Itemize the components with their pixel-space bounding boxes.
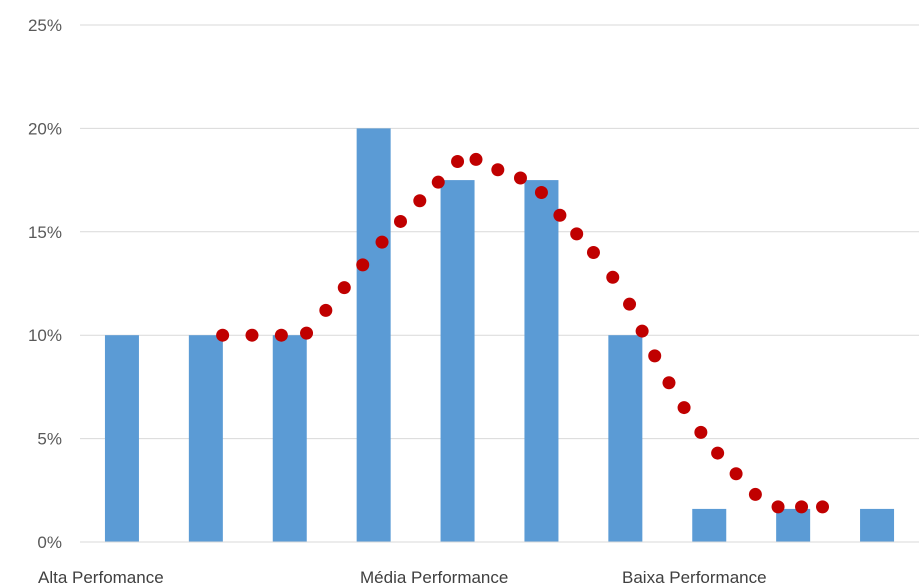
y-tick-label: 5%: [37, 430, 62, 449]
trend-dot: [469, 152, 483, 166]
trend-dot: [300, 326, 314, 340]
trend-dot: [586, 245, 600, 259]
bar: [440, 180, 475, 542]
trend-dot: [711, 446, 725, 460]
x-category-label: Alta Perfomance: [38, 568, 164, 587]
trend-dot: [771, 500, 785, 514]
bar: [188, 335, 223, 542]
trend-dot: [413, 194, 427, 208]
trend-dot: [553, 208, 567, 222]
y-tick-label: 0%: [37, 533, 62, 552]
trend-dot: [677, 401, 691, 415]
bar: [776, 508, 811, 542]
y-tick-label: 25%: [28, 16, 62, 35]
trend-dot: [451, 154, 465, 168]
trend-dot: [513, 171, 527, 185]
trend-dot: [274, 328, 288, 342]
y-axis-ticks: 0% 5% 10% 15% 20% 25%: [28, 16, 62, 552]
trend-dot: [623, 297, 637, 311]
trend-dot: [245, 328, 259, 342]
trend-dot: [748, 487, 762, 501]
trend-dot: [694, 425, 708, 439]
y-tick-label: 10%: [28, 326, 62, 345]
bar: [356, 128, 391, 542]
bar: [608, 335, 643, 542]
trend-dot: [393, 214, 407, 228]
bar: [272, 335, 307, 542]
x-category-label: Baixa Performance: [622, 568, 767, 587]
trend-dot: [662, 376, 676, 390]
trend-dot: [606, 270, 620, 284]
trend-dot: [356, 258, 370, 272]
trend-dot: [795, 500, 809, 514]
trend-dot: [431, 175, 445, 189]
trend-dot: [534, 186, 548, 200]
bar: [104, 335, 139, 542]
trend-dot: [491, 163, 505, 177]
trend-dot: [816, 500, 830, 514]
trend-dots: [216, 152, 830, 514]
trend-dot: [648, 349, 662, 363]
trend-dot: [337, 281, 351, 295]
x-axis-category-labels: Alta Perfomance Média Performance Baixa Pe…: [38, 568, 767, 587]
trend-dot: [216, 328, 230, 342]
bar: [860, 508, 895, 542]
x-category-label: Média Performance: [360, 568, 508, 587]
trend-dot: [729, 467, 743, 481]
trend-dot: [635, 324, 649, 338]
bar: [692, 508, 727, 542]
bar: [524, 180, 559, 542]
y-tick-label: 15%: [28, 223, 62, 242]
bars: [104, 128, 895, 542]
trend-dot: [375, 235, 389, 249]
trend-dot: [319, 303, 333, 317]
trend-dot: [570, 227, 584, 241]
y-tick-label: 20%: [28, 119, 62, 138]
